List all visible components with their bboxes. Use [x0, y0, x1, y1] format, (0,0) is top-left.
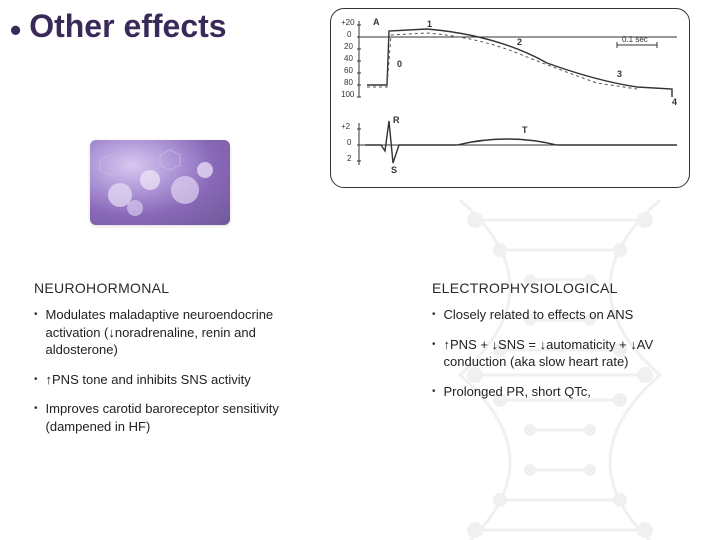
- pt-label: 0: [397, 59, 402, 69]
- pt-label: A: [373, 17, 380, 27]
- bullet-icon: •: [432, 339, 436, 350]
- timescale-label: 0.1 sec: [622, 35, 648, 44]
- list-item: • ↑PNS + ↓SNS = ↓automaticity + ↓AV cond…: [432, 336, 690, 371]
- bullet-icon: •: [432, 386, 436, 397]
- wave-label: R: [393, 115, 400, 125]
- list-item: • Closely related to effects on ANS: [432, 306, 690, 324]
- columns: NEUROHORMONAL • Modulates maladaptive ne…: [34, 280, 690, 447]
- pt-label: 2: [517, 37, 522, 47]
- ylabel: 60: [344, 66, 353, 75]
- bullet-icon: •: [432, 309, 436, 320]
- electrophysiology-graph: +20 0 20 40 60 80 100 A 1 2 3 4: [330, 8, 690, 188]
- ecg-curve: [365, 121, 677, 163]
- left-list: • Modulates maladaptive neuroendocrine a…: [34, 306, 292, 435]
- ylabel: +2: [341, 122, 351, 131]
- ylabel: 2: [347, 154, 352, 163]
- list-text: ↑PNS + ↓SNS = ↓automaticity + ↓AV conduc…: [444, 336, 690, 371]
- list-item: • Prolonged PR, short QTc,: [432, 383, 690, 401]
- molecules-image: [90, 140, 230, 225]
- list-text: Prolonged PR, short QTc,: [444, 383, 591, 401]
- pt-label: 1: [427, 19, 432, 29]
- list-item: • Modulates maladaptive neuroendocrine a…: [34, 306, 292, 359]
- ylabel: 100: [341, 90, 355, 99]
- list-item: • Improves carotid baroreceptor sensitiv…: [34, 400, 292, 435]
- left-heading: NEUROHORMONAL: [34, 280, 292, 296]
- pt-label: 3: [617, 69, 622, 79]
- list-text: Improves carotid baroreceptor sensitivit…: [46, 400, 292, 435]
- right-heading: ELECTROPHYSIOLOGICAL: [432, 280, 690, 296]
- ylabel: 40: [344, 54, 353, 63]
- ylabel: 20: [344, 42, 353, 51]
- bullet-icon: •: [34, 309, 38, 320]
- page-title: Other effects: [29, 10, 226, 42]
- list-item: • ↑PNS tone and inhibits SNS activity: [34, 371, 292, 389]
- title-bullet-icon: •: [10, 14, 21, 46]
- wave-label: T: [522, 125, 528, 135]
- right-list: • Closely related to effects on ANS • ↑P…: [432, 306, 690, 400]
- wave-label: S: [391, 165, 397, 175]
- electrophysiological-column: ELECTROPHYSIOLOGICAL • Closely related t…: [432, 280, 690, 447]
- list-text: ↑PNS tone and inhibits SNS activity: [46, 371, 251, 389]
- bullet-icon: •: [34, 403, 38, 414]
- pt-label: 4: [672, 97, 677, 107]
- ylabel: 0: [347, 30, 352, 39]
- ylabel: 80: [344, 78, 353, 87]
- ap-curve-dashed: [367, 33, 637, 89]
- neurohormonal-column: NEUROHORMONAL • Modulates maladaptive ne…: [34, 280, 292, 447]
- list-text: Closely related to effects on ANS: [444, 306, 634, 324]
- ylabel: 0: [347, 138, 352, 147]
- bullet-icon: •: [34, 374, 38, 385]
- ylabel: +20: [341, 18, 355, 27]
- list-text: Modulates maladaptive neuroendocrine act…: [46, 306, 292, 359]
